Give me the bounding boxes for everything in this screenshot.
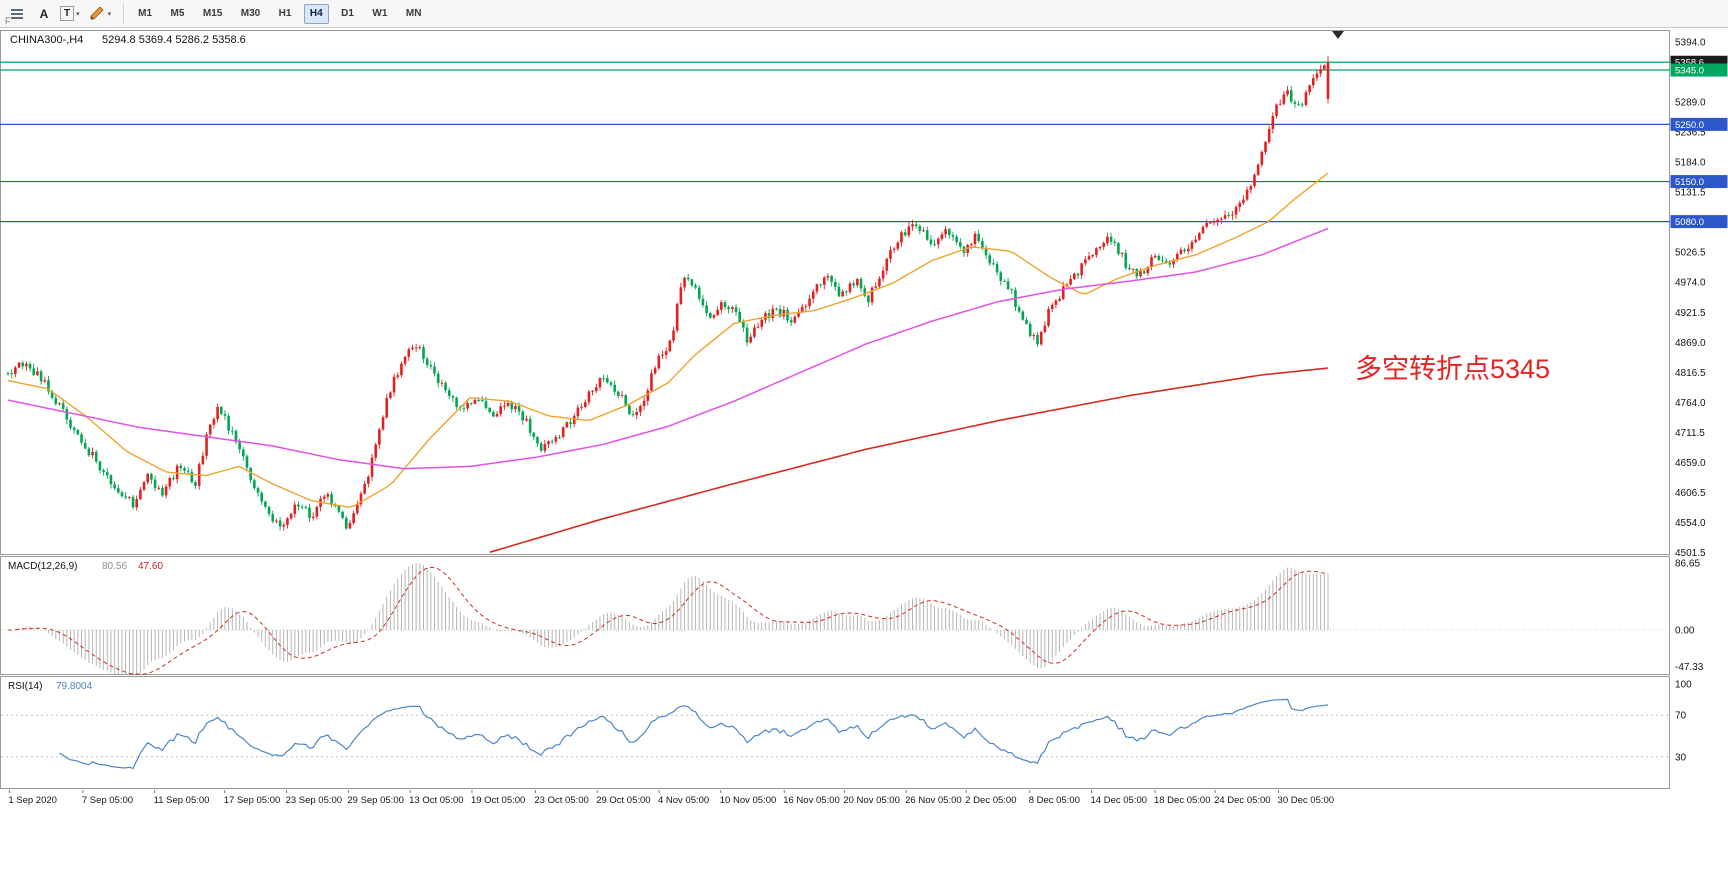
svg-text:4711.5: 4711.5 (1675, 428, 1705, 439)
timeframe-mn-button[interactable]: MN (400, 4, 428, 24)
svg-text:24 Dec 05:00: 24 Dec 05:00 (1214, 795, 1271, 806)
macd-main-value: 80.56 (102, 561, 127, 572)
svg-text:29 Sep 05:00: 29 Sep 05:00 (347, 795, 404, 806)
timeframe-d1-button[interactable]: D1 (335, 4, 360, 24)
text-tool-label: T (60, 6, 75, 21)
text-tool-button[interactable]: T ▾ (56, 3, 84, 25)
svg-text:5289.0: 5289.0 (1675, 98, 1706, 109)
timeframe-h4-button[interactable]: H4 (303, 3, 329, 24)
toolbar: F A T ▾ ▾ M1 M5 M15 M30 H1 H4 D1 W1 MN (0, 0, 1728, 28)
macd-label: MACD(12,26,9) (8, 561, 77, 572)
svg-text:18 Dec 05:00: 18 Dec 05:00 (1154, 795, 1211, 806)
charts-menu-icon[interactable] (4, 2, 32, 26)
svg-text:4974.0: 4974.0 (1675, 278, 1706, 289)
svg-text:2 Dec 05:00: 2 Dec 05:00 (965, 795, 1016, 806)
time-axis-labels: 1 Sep 2020 7 Sep 05:00 11 Sep 05:00 17 Sep … (8, 790, 1334, 806)
svg-text:4816.5: 4816.5 (1675, 368, 1706, 379)
macd-axis-labels: 86.65 0.00 -47.33 (1675, 559, 1704, 674)
svg-text:29 Oct 05:00: 29 Oct 05:00 (596, 795, 650, 806)
svg-text:4501.5: 4501.5 (1675, 548, 1706, 559)
rsi-label: RSI(14) (8, 681, 42, 692)
price-axis-labels: 5394.05341.55289.05236.55184.05131.55079… (1675, 38, 1706, 560)
chart-shift-marker (1332, 31, 1344, 39)
svg-text:4554.0: 4554.0 (1675, 518, 1706, 529)
timeframe-m1-button[interactable]: M1 (132, 4, 158, 24)
svg-text:16 Nov 05:00: 16 Nov 05:00 (783, 795, 840, 806)
annotation-text[interactable]: 多空转折点5345 (1355, 354, 1550, 384)
svg-text:5026.5: 5026.5 (1675, 248, 1706, 259)
svg-text:5394.0: 5394.0 (1675, 38, 1706, 49)
svg-text:20 Nov 05:00: 20 Nov 05:00 (843, 795, 900, 806)
macd-signal-line (7, 566, 1329, 675)
draw-color-button[interactable]: ▾ (86, 3, 116, 25)
svg-text:26 Nov 05:00: 26 Nov 05:00 (905, 795, 962, 806)
rsi-value: 79.8004 (56, 681, 93, 692)
main-panel (0, 30, 1670, 555)
chart-ohlc-values: 5294.8 5369.4 5286.2 5358.6 (102, 34, 246, 46)
svg-text:10 Nov 05:00: 10 Nov 05:00 (720, 795, 777, 806)
svg-text:30: 30 (1675, 752, 1687, 763)
timeframe-m15-button[interactable]: M15 (197, 4, 228, 24)
svg-text:4869.0: 4869.0 (1675, 338, 1706, 349)
macd-signal-value: 47.60 (138, 561, 163, 572)
timeframe-m5-button[interactable]: M5 (165, 4, 191, 24)
candlestick-series (6, 56, 1330, 531)
timeframe-h1-button[interactable]: H1 (273, 4, 298, 24)
svg-text:19 Oct 05:00: 19 Oct 05:00 (471, 795, 525, 806)
svg-text:1 Sep 2020: 1 Sep 2020 (8, 795, 57, 806)
chart-symbol-title: CHINA300-,H4 (10, 34, 83, 46)
svg-text:86.65: 86.65 (1675, 559, 1700, 570)
svg-text:4659.0: 4659.0 (1675, 458, 1706, 469)
svg-text:4764.0: 4764.0 (1675, 398, 1706, 409)
svg-text:5345.0: 5345.0 (1675, 66, 1704, 77)
macd-histogram (11, 563, 1329, 674)
timeframe-w1-button[interactable]: W1 (366, 4, 393, 24)
svg-text:8 Dec 05:00: 8 Dec 05:00 (1029, 795, 1080, 806)
chevron-down-icon: ▾ (107, 10, 112, 18)
svg-text:0.00: 0.00 (1675, 626, 1695, 637)
toolbar-separator (123, 3, 125, 24)
svg-text:4606.5: 4606.5 (1675, 488, 1706, 499)
svg-text:-47.33: -47.33 (1675, 662, 1704, 673)
cursor-tool-button[interactable]: A (34, 3, 54, 25)
timeframe-toolbar: M1 M5 M15 M30 H1 H4 D1 W1 MN (131, 3, 428, 24)
svg-text:5250.0: 5250.0 (1675, 120, 1704, 131)
chevron-down-icon: ▾ (76, 10, 80, 18)
svg-text:17 Sep 05:00: 17 Sep 05:00 (224, 795, 281, 806)
rsi-panel (0, 676, 1670, 789)
svg-text:14 Dec 05:00: 14 Dec 05:00 (1091, 795, 1148, 806)
svg-text:11 Sep 05:00: 11 Sep 05:00 (154, 795, 210, 806)
svg-text:5236.5: 5236.5 (1675, 128, 1706, 139)
svg-text:7 Sep 05:00: 7 Sep 05:00 (82, 795, 133, 806)
svg-text:5150.0: 5150.0 (1675, 177, 1704, 188)
toolbar-grip-label: F (5, 16, 11, 26)
svg-text:4 Nov 05:00: 4 Nov 05:00 (658, 795, 709, 806)
rsi-line (59, 698, 1329, 770)
rsi-axis-labels: 100 70 30 (1675, 680, 1692, 764)
chart-area[interactable]: 5394.05341.55289.05236.55184.05131.55079… (0, 28, 1728, 891)
ma-mid-line (7, 227, 1329, 470)
crayon-icon (90, 6, 104, 19)
timeframe-m30-button[interactable]: M30 (235, 4, 266, 24)
svg-text:5080.0: 5080.0 (1675, 217, 1704, 228)
svg-text:5184.0: 5184.0 (1675, 158, 1706, 169)
svg-text:23 Oct 05:00: 23 Oct 05:00 (534, 795, 588, 806)
svg-text:100: 100 (1675, 680, 1692, 691)
ma-slow-line (489, 367, 1329, 553)
menu-icon (11, 8, 23, 19)
svg-text:5131.5: 5131.5 (1675, 188, 1706, 199)
svg-text:23 Sep 05:00: 23 Sep 05:00 (286, 795, 343, 806)
svg-text:13 Oct 05:00: 13 Oct 05:00 (409, 795, 463, 806)
svg-text:5358.6: 5358.6 (1675, 58, 1704, 69)
svg-text:30 Dec 05:00: 30 Dec 05:00 (1278, 795, 1335, 806)
svg-text:70: 70 (1675, 711, 1687, 722)
svg-text:4921.5: 4921.5 (1675, 308, 1706, 319)
